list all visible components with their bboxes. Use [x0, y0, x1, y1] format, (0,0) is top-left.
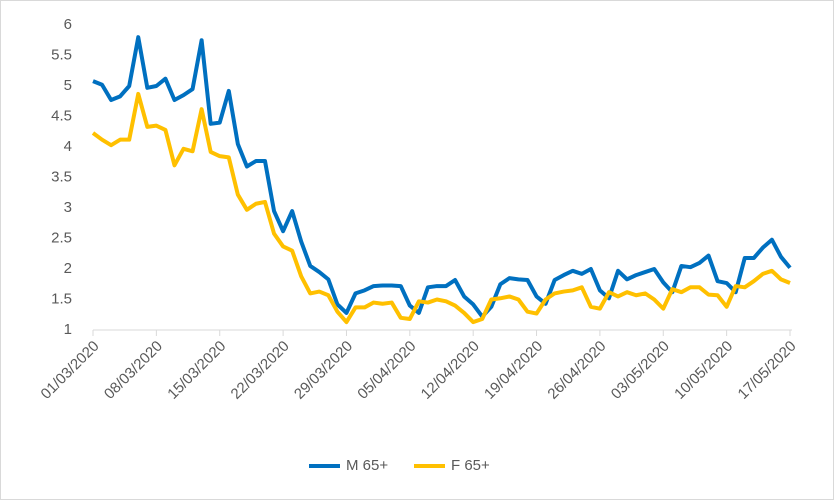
- legend-label: M 65+: [346, 457, 388, 474]
- y-tick-label: 3.5: [51, 168, 72, 185]
- y-tick-label: 5: [64, 77, 72, 94]
- legend-label: F 65+: [451, 457, 490, 474]
- y-tick-label: 4.5: [51, 107, 72, 124]
- y-tick-label: 2: [64, 260, 72, 277]
- y-tick-label: 1.5: [51, 290, 72, 307]
- y-tick-label: 2.5: [51, 229, 72, 246]
- series-line: [91, 91, 791, 325]
- y-tick-label: 5.5: [51, 46, 72, 63]
- y-tick-label: 6: [64, 16, 72, 33]
- y-tick-label: 4: [64, 138, 72, 155]
- y-tick-label: 3: [64, 199, 72, 216]
- y-tick-label: 1: [64, 321, 72, 338]
